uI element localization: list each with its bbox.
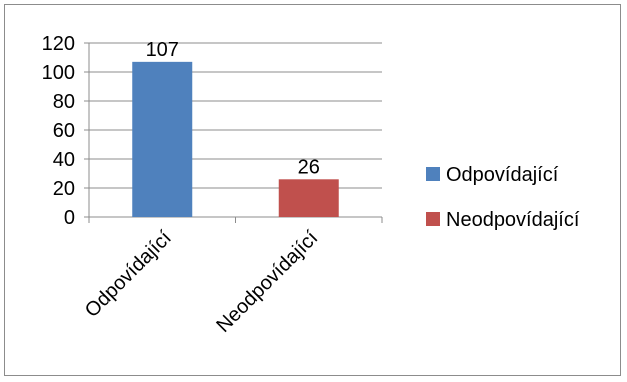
bar bbox=[278, 179, 339, 217]
category-label: Neodpovídající bbox=[212, 227, 322, 337]
legend-label: Odpovídající bbox=[446, 164, 559, 186]
chart-frame: 0 20 40 60 80 100 120 107 Odpovídající 26 Neodpoví… bbox=[4, 4, 621, 376]
legend-label: Neodpovídající bbox=[446, 209, 580, 231]
data-label: 107 bbox=[146, 39, 179, 61]
y-tick-label: 120 bbox=[42, 33, 75, 55]
y-tick-label: 100 bbox=[42, 62, 75, 84]
bar bbox=[132, 61, 193, 217]
category-label: Odpovídající bbox=[81, 227, 176, 322]
y-tick-label: 20 bbox=[53, 178, 75, 200]
legend-swatch bbox=[426, 212, 440, 226]
y-tick-label: 40 bbox=[53, 149, 75, 171]
bar-chart: 0 20 40 60 80 100 120 107 Odpovídající 26 Neodpoví… bbox=[42, 33, 580, 337]
y-tick-label: 80 bbox=[53, 91, 75, 113]
y-tick-label: 60 bbox=[53, 120, 75, 142]
data-label: 26 bbox=[298, 156, 320, 178]
y-tick-label: 0 bbox=[64, 207, 75, 229]
legend-swatch bbox=[426, 167, 440, 181]
